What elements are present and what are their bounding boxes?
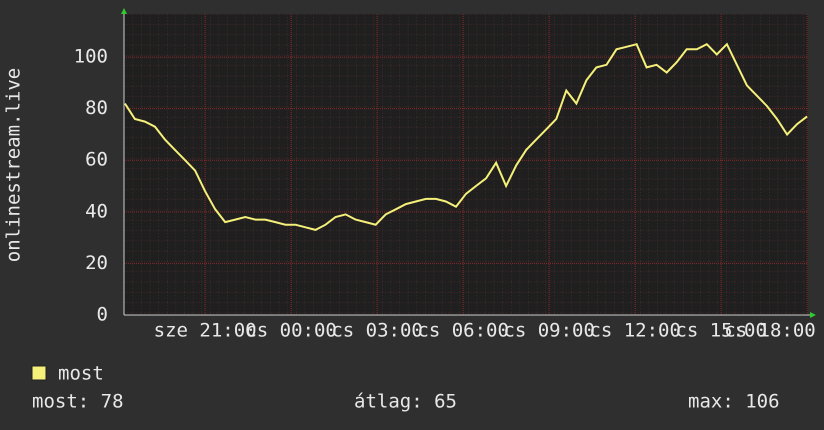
x-tick-label: cs 12:00 [589, 320, 681, 342]
legend-label: most [58, 363, 104, 385]
x-tick-label: cs 09:00 [503, 320, 595, 342]
x-tick-label: cs 15:00 [675, 320, 767, 342]
x-tick-label: cs 18:00 [724, 320, 816, 342]
y-tick-label: 40 [85, 200, 108, 222]
x-tick-label: cs 06:00 [417, 320, 509, 342]
y-arrow [121, 8, 127, 14]
y-tick-label: 80 [85, 97, 108, 119]
y-tick-label: 0 [97, 304, 108, 326]
x-tick-label: cs 03:00 [331, 320, 423, 342]
plot [124, 14, 808, 316]
y-tick-label: 20 [85, 252, 108, 274]
legend: most most: 78 átlag: 65 max: 106 [31, 363, 780, 413]
y-tick-label: 60 [85, 149, 108, 171]
stat: most: 78 [32, 391, 124, 413]
x-arrow [810, 312, 816, 318]
series-line [124, 42, 808, 231]
minor-grid [124, 14, 808, 315]
stat: max: 106 [688, 391, 780, 413]
y-axis-label: onlinestream.live [3, 68, 25, 262]
x-tick-label: sze 21:00 [154, 320, 257, 342]
stat: átlag: 65 [354, 391, 457, 413]
x-tick-label: cs 00:00 [245, 320, 337, 342]
legend-swatch [31, 365, 47, 381]
y-tick-label: 100 [74, 46, 108, 68]
